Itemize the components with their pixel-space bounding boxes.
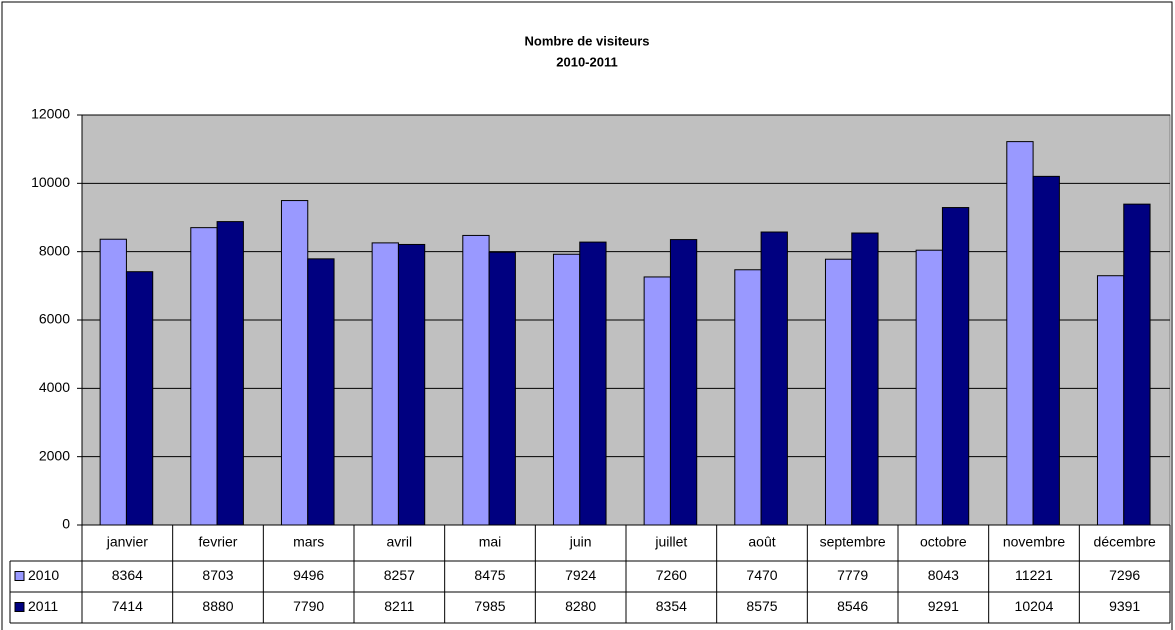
data-table-value: 8703 [202, 567, 233, 583]
data-table-value: 9391 [1109, 598, 1140, 614]
legend-label: 2010 [28, 567, 59, 583]
x-tick-label: mai [479, 534, 502, 550]
data-table-value: 10204 [1015, 598, 1054, 614]
bar [1096, 275, 1125, 526]
x-tick-label: novembre [1003, 534, 1065, 550]
bar [824, 258, 853, 526]
data-table-value: 8475 [474, 567, 505, 583]
data-table-value: 8364 [112, 567, 143, 583]
bar [216, 221, 244, 526]
data-table-value: 7779 [837, 567, 868, 583]
data-table-value: 7260 [656, 567, 687, 583]
x-tick-label: mars [293, 534, 324, 550]
bar [552, 253, 581, 526]
data-table-value: 8546 [837, 598, 868, 614]
bar [190, 227, 218, 526]
legend-key [14, 571, 25, 581]
x-tick-label: août [748, 534, 775, 550]
data-table-value: 8211 [384, 598, 414, 614]
data-table-value: 7414 [112, 598, 143, 614]
y-tick-label: 4000 [39, 379, 70, 395]
x-tick-label: septembre [820, 534, 886, 550]
data-table-value: 8354 [656, 598, 687, 614]
bar [307, 258, 335, 526]
y-tick-label: 6000 [39, 311, 70, 327]
data-table-value: 9496 [293, 567, 324, 583]
bar [280, 200, 309, 526]
data-table-value: 7790 [293, 598, 324, 614]
chart-title: Nombre de visiteurs [525, 33, 650, 48]
bar [125, 271, 154, 526]
y-tick-label: 0 [62, 516, 70, 532]
bar [941, 207, 970, 526]
legend-key [14, 602, 25, 612]
legend-label: 2011 [28, 598, 58, 614]
data-table-value: 7470 [746, 567, 777, 583]
bar [851, 232, 879, 526]
bar [1006, 141, 1034, 526]
bar [99, 238, 127, 526]
bar [734, 269, 762, 526]
bar [1123, 203, 1151, 526]
data-table-value: 11221 [1015, 567, 1053, 583]
x-tick-label: avril [386, 534, 412, 550]
bar [579, 241, 607, 526]
y-tick-label: 10000 [31, 174, 70, 190]
data-table-value: 7924 [565, 567, 596, 583]
data-table-value: 8575 [746, 598, 777, 614]
data-table-value: 7985 [474, 598, 505, 614]
y-tick-label: 12000 [31, 106, 70, 122]
bar [371, 242, 399, 526]
bar [915, 249, 943, 526]
data-table-value: 7296 [1109, 567, 1140, 583]
data-table-value: 8880 [202, 598, 233, 614]
bar [397, 243, 426, 526]
data-table-value: 8043 [928, 567, 959, 583]
x-tick-label: janvier [106, 534, 149, 550]
data-table-value: 8280 [565, 598, 596, 614]
data-table-value: 8257 [384, 567, 415, 583]
chart-subtitle: 2010-2011 [556, 54, 617, 69]
bar [488, 251, 516, 526]
bar [462, 234, 490, 526]
x-tick-label: fevrier [199, 534, 238, 550]
data-table-value: 9291 [928, 598, 959, 614]
bar [643, 276, 671, 526]
y-tick-label: 8000 [39, 242, 70, 258]
bar [760, 231, 788, 526]
y-tick-label: 2000 [39, 447, 70, 463]
x-tick-label: octobre [920, 534, 967, 550]
x-tick-label: juin [569, 534, 592, 550]
bar [669, 239, 698, 526]
x-tick-label: décembre [1094, 534, 1156, 550]
bar [1032, 175, 1060, 526]
x-tick-label: juillet [654, 534, 687, 550]
